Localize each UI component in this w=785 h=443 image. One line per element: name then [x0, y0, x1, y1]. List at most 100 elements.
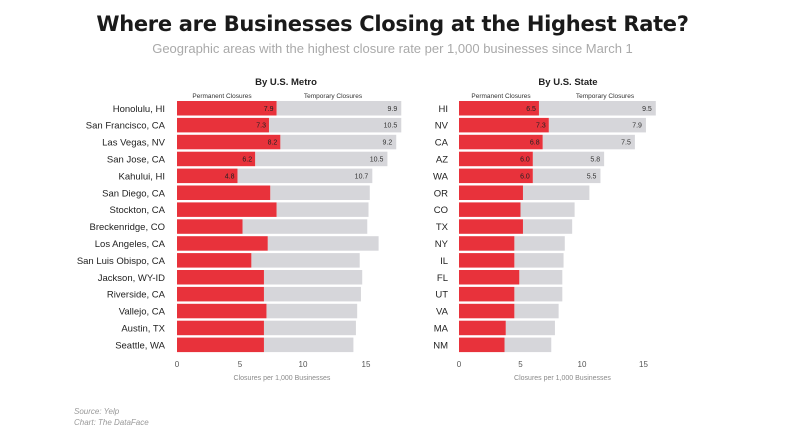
value-label-permanent-0-4: 4.8	[225, 173, 235, 180]
value-label-temporary-1-2: 7.5	[621, 140, 631, 147]
category-label-1-1: NV	[435, 121, 449, 132]
bar-permanent-0-8	[177, 236, 268, 251]
category-label-0-13: Austin, TX	[121, 323, 165, 334]
category-label-1-4: WA	[433, 171, 449, 182]
x-tick-1-10: 10	[578, 360, 587, 369]
chart-credit: Chart: The DataFace	[74, 418, 149, 427]
x-tick-0-5: 5	[238, 360, 243, 369]
category-label-0-2: Las Vegas, NV	[102, 138, 166, 149]
category-label-0-10: Jackson, WY-ID	[98, 273, 165, 284]
value-label-temporary-0-0: 9.9	[388, 106, 398, 113]
bar-permanent-0-12	[177, 303, 267, 319]
bar-permanent-0-10	[177, 270, 264, 285]
category-label-0-8: Los Angeles, CA	[95, 239, 166, 250]
bar-permanent-1-1	[459, 117, 549, 133]
bar-permanent-0-9	[177, 253, 252, 268]
bar-temporary-0-14	[263, 337, 354, 353]
value-label-permanent-0-1: 7.3	[256, 123, 266, 130]
value-label-permanent-1-1: 7.3	[536, 123, 546, 130]
bar-permanent-1-14	[459, 337, 505, 353]
value-label-permanent-0-3: 6.2	[242, 156, 252, 163]
bar-temporary-1-12	[514, 303, 559, 319]
category-label-0-11: Riverside, CA	[107, 290, 166, 301]
category-label-1-0: HI	[439, 104, 449, 115]
bar-permanent-0-2	[177, 134, 281, 150]
category-label-0-12: Vallejo, CA	[119, 307, 166, 318]
x-tick-1-15: 15	[639, 360, 648, 369]
bar-permanent-0-3	[177, 151, 256, 167]
bar-temporary-0-12	[266, 303, 358, 319]
category-label-1-9: IL	[440, 256, 448, 267]
bar-permanent-0-1	[177, 117, 269, 133]
bar-temporary-0-9	[251, 253, 360, 268]
category-label-1-7: TX	[436, 222, 449, 233]
category-label-1-6: CO	[434, 205, 448, 216]
bar-permanent-1-7	[459, 219, 523, 234]
category-label-1-8: NY	[435, 239, 449, 250]
bar-temporary-0-3	[255, 151, 388, 167]
value-label-permanent-1-0: 6.5	[526, 106, 536, 113]
bar-temporary-1-8	[514, 236, 565, 251]
legend-permanent-1: Permanent Closures	[471, 93, 531, 100]
bar-temporary-0-10	[263, 270, 363, 285]
bar-temporary-1-7	[522, 219, 573, 234]
bar-temporary-1-14	[504, 337, 552, 353]
bar-permanent-0-7	[177, 219, 243, 234]
chart-title: Where are Businesses Closing at the High…	[96, 12, 689, 36]
bar-temporary-1-10	[519, 270, 563, 285]
bar-permanent-0-6	[177, 202, 277, 217]
bar-permanent-1-10	[459, 270, 520, 285]
category-label-1-5: OR	[434, 188, 448, 199]
category-label-0-0: Honolulu, HI	[113, 104, 165, 115]
bar-temporary-0-7	[242, 219, 368, 234]
bar-temporary-0-11	[263, 286, 361, 302]
bar-temporary-0-0	[276, 101, 402, 116]
bar-temporary-0-4	[237, 168, 373, 184]
bar-permanent-1-8	[459, 236, 515, 251]
value-label-temporary-1-4: 5.5	[587, 173, 597, 180]
bar-temporary-0-1	[268, 117, 402, 133]
x-tick-0-10: 10	[299, 360, 308, 369]
bar-permanent-1-5	[459, 185, 523, 200]
bar-permanent-1-0	[459, 101, 539, 116]
x-tick-1-0: 0	[457, 360, 462, 369]
category-label-0-7: Breckenridge, CO	[89, 222, 165, 233]
bar-temporary-0-13	[263, 320, 356, 336]
bar-permanent-1-12	[459, 303, 515, 319]
bar-permanent-0-14	[177, 337, 264, 353]
category-label-1-13: MA	[434, 323, 449, 334]
bar-temporary-0-8	[267, 236, 379, 251]
bar-temporary-1-6	[520, 202, 575, 217]
category-label-1-10: FL	[437, 273, 448, 284]
category-label-0-6: Stockton, CA	[110, 205, 166, 216]
x-tick-0-15: 15	[362, 360, 371, 369]
category-label-1-2: CA	[435, 138, 449, 149]
legend-permanent-0: Permanent Closures	[192, 93, 252, 100]
category-label-1-3: AZ	[436, 154, 448, 165]
bar-permanent-1-3	[459, 151, 533, 167]
value-label-permanent-1-4: 6.0	[520, 173, 530, 180]
value-label-temporary-0-1: 10.5	[384, 123, 398, 130]
category-label-0-9: San Luis Obispo, CA	[77, 256, 166, 267]
category-label-0-5: San Diego, CA	[102, 188, 166, 199]
panel-title-state: By U.S. State	[538, 77, 598, 88]
x-axis-label-0: Closures per 1,000 Businesses	[234, 375, 331, 382]
category-label-0-3: San Jose, CA	[107, 154, 166, 165]
bar-permanent-0-5	[177, 185, 271, 200]
value-label-temporary-1-0: 9.5	[642, 106, 652, 113]
bar-permanent-1-6	[459, 202, 521, 217]
value-label-permanent-1-2: 6.8	[530, 140, 540, 147]
value-label-temporary-0-2: 9.2	[383, 140, 393, 147]
category-label-1-11: UT	[435, 290, 448, 301]
category-label-1-12: VA	[436, 307, 449, 318]
x-tick-0-0: 0	[175, 360, 180, 369]
bar-temporary-1-11	[514, 286, 563, 302]
category-label-1-14: NM	[433, 340, 448, 351]
panel-title-metro: By U.S. Metro	[255, 77, 317, 88]
bar-temporary-1-0	[538, 101, 656, 116]
value-label-temporary-1-1: 7.9	[632, 123, 642, 130]
legend-temporary-1: Temporary Closures	[576, 93, 635, 100]
category-label-0-14: Seattle, WA	[115, 340, 165, 351]
x-tick-1-5: 5	[518, 360, 523, 369]
